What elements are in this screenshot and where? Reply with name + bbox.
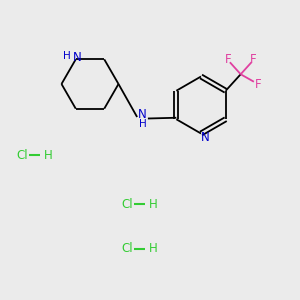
Text: H: H: [139, 119, 146, 129]
Text: H: H: [149, 197, 158, 211]
Text: H: H: [149, 242, 158, 256]
Text: N: N: [201, 130, 210, 144]
Text: F: F: [225, 53, 231, 66]
Text: F: F: [255, 78, 261, 91]
Text: Cl: Cl: [122, 242, 133, 256]
Text: Cl: Cl: [122, 197, 133, 211]
Text: H: H: [64, 51, 71, 61]
Text: F: F: [250, 53, 256, 66]
Text: H: H: [44, 148, 53, 162]
Text: N: N: [73, 51, 82, 64]
Text: Cl: Cl: [16, 148, 28, 162]
Text: N: N: [138, 108, 147, 122]
